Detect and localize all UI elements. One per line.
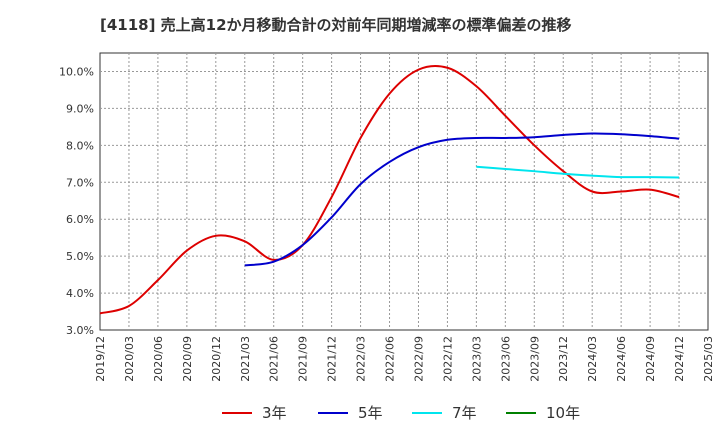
x-tick-label: 2020/09 <box>181 336 194 382</box>
x-tick-label: 2023/06 <box>499 336 512 382</box>
x-tick-label: 2021/03 <box>239 336 252 382</box>
chart-title: [4118] 売上高12か月移動合計の対前年同期増減率の標準偏差の推移 <box>100 16 572 34</box>
legend-item: 3年 <box>222 402 287 423</box>
x-tick-label: 2020/12 <box>210 336 223 382</box>
y-tick-label: 6.0% <box>66 213 94 226</box>
x-tick-label: 2022/03 <box>355 336 368 382</box>
y-tick-label: 8.0% <box>66 139 94 152</box>
x-tick-label: 2023/09 <box>528 336 541 382</box>
y-tick-label: 10.0% <box>59 65 94 78</box>
legend-swatch <box>318 411 348 414</box>
series-lines <box>99 65 680 315</box>
x-tick-label: 2019/12 <box>94 336 107 382</box>
series-line-0 <box>99 65 680 315</box>
series-line-2 <box>476 165 680 179</box>
legend-label: 3年 <box>262 404 287 422</box>
x-tick-label: 2021/09 <box>297 336 310 382</box>
y-tick-label: 7.0% <box>66 176 94 189</box>
legend-swatch <box>412 411 442 414</box>
x-tick-label: 2024/12 <box>673 336 686 382</box>
y-tick-label: 4.0% <box>66 287 94 300</box>
plot-area <box>99 52 709 331</box>
y-tick-label: 3.0% <box>66 324 94 337</box>
legend-swatch <box>506 411 536 414</box>
x-tick-label: 2022/09 <box>412 336 425 382</box>
legend-item: 5年 <box>318 402 383 423</box>
x-tick-label: 2020/03 <box>123 336 136 382</box>
legend-label: 10年 <box>546 404 581 422</box>
legend-item: 10年 <box>506 402 580 423</box>
legend-label: 7年 <box>452 404 477 422</box>
series-line-1 <box>244 132 680 267</box>
x-tick-label: 2022/12 <box>441 336 454 382</box>
x-tick-label: 2022/06 <box>384 336 397 382</box>
y-tick-label: 9.0% <box>66 102 94 115</box>
legend: 3年 5年 7年 10年 <box>0 402 720 428</box>
x-tick-label: 2024/09 <box>644 336 657 382</box>
x-tick-label: 2021/06 <box>268 336 281 382</box>
x-tick-label: 2024/03 <box>586 336 599 382</box>
x-axis-ticks: 2019/12 2020/03 2020/06 2020/09 2020/12 2021/… <box>94 336 715 382</box>
legend-label: 5年 <box>358 404 383 422</box>
x-tick-label: 2023/03 <box>470 336 483 382</box>
legend-swatch <box>222 411 252 414</box>
legend-item: 7年 <box>412 402 477 423</box>
x-tick-label: 2020/06 <box>152 336 165 382</box>
x-tick-label: 2025/03 <box>702 336 715 382</box>
x-tick-label: 2024/06 <box>615 336 628 382</box>
x-tick-label: 2021/12 <box>326 336 339 382</box>
y-tick-label: 5.0% <box>66 250 94 263</box>
x-tick-label: 2023/12 <box>557 336 570 382</box>
grid <box>100 53 708 330</box>
y-axis-ticks: 3.0% 4.0% 5.0% 6.0% 7.0% 8.0% 9.0% 10.0% <box>59 65 94 337</box>
